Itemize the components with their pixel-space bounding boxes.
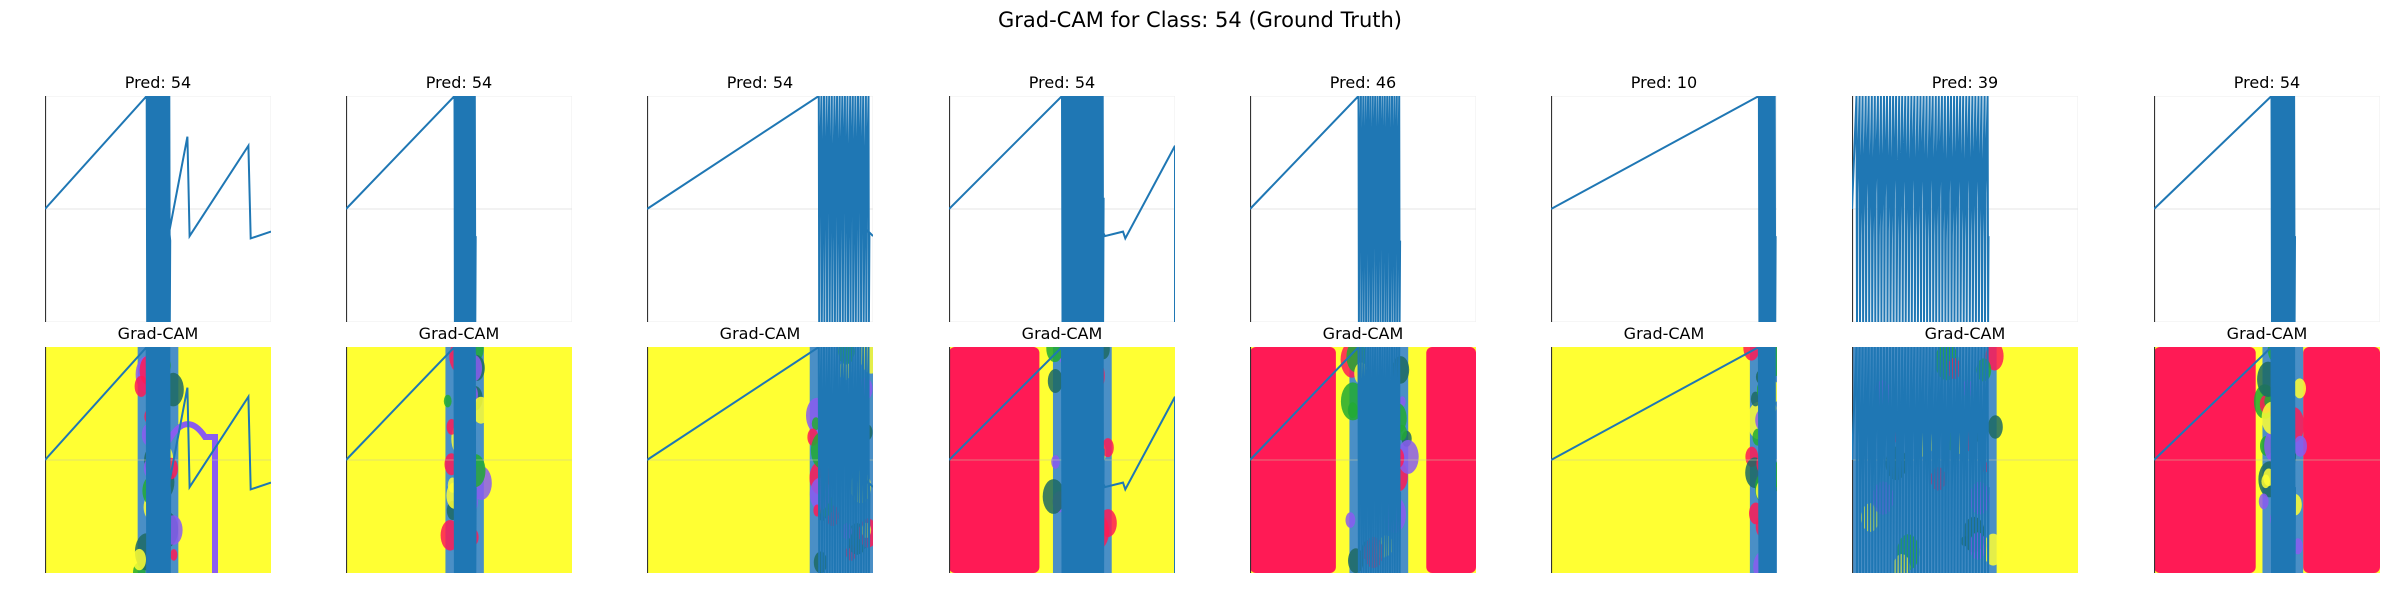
signal-trace-2: [346, 347, 477, 573]
heatmap-blob: [170, 549, 178, 561]
heatmap-blob: [1347, 402, 1358, 419]
signal-plot-2: [346, 96, 572, 322]
heatmap-title-7: Grad-CAM: [1924, 324, 2006, 343]
gradcam-heatmap-7: [1852, 347, 2078, 573]
heatmap-blob: [443, 394, 452, 408]
heatmap-blob: [134, 375, 148, 397]
gradcam-heatmap-4: [949, 347, 1175, 573]
signal-trace-1: [45, 96, 271, 322]
signal-plot-8: [2154, 96, 2380, 322]
heatmap-blob: [2258, 493, 2269, 510]
signal-trace-3: [647, 96, 873, 322]
signal-plot-3: [647, 96, 873, 322]
heatmap-blob: [472, 396, 490, 424]
signal-plot-4: [949, 96, 1175, 322]
signal-plot-1: [45, 96, 271, 322]
plot-title-5: Pred: 46: [1329, 73, 1397, 92]
gradcam-heatmap-6: [1551, 347, 1777, 573]
heatmap-blob: [1042, 479, 1065, 514]
plot-title-1: Pred: 54: [124, 73, 192, 92]
plot-title-3: Pred: 54: [726, 73, 794, 92]
signal-trace-3: [647, 347, 873, 573]
signal-plot-5: [1250, 96, 1476, 322]
signal-trace-6: [1551, 347, 1777, 573]
heatmap-title-5: Grad-CAM: [1322, 324, 1404, 343]
heatmap-blob: [1102, 438, 1114, 458]
heatmap-title-2: Grad-CAM: [418, 324, 500, 343]
signal-trace-4: [949, 347, 1175, 573]
gradcam-heatmap-5: [1250, 347, 1476, 573]
plot-title-8: Pred: 54: [2233, 73, 2301, 92]
heatmap-blob: [1983, 533, 2004, 566]
heatmap-blob: [2293, 435, 2307, 457]
heatmap-title-4: Grad-CAM: [1021, 324, 1103, 343]
heatmap-blob: [1051, 455, 1060, 469]
signal-trace-8: [2154, 347, 2296, 573]
signal-trace-6: [1551, 96, 1777, 322]
signal-trace-5: [1250, 347, 1402, 573]
heatmap-blob: [2293, 378, 2306, 399]
plot-title-6: Pred: 10: [1630, 73, 1698, 92]
heatmap-title-3: Grad-CAM: [719, 324, 801, 343]
plot-title-7: Pred: 39: [1931, 73, 1999, 92]
signal-trace-4: [949, 96, 1175, 322]
heatmap-blob: [1397, 439, 1419, 474]
signal-plot-7: [1852, 96, 2078, 322]
heatmap-blob: [1743, 347, 1760, 361]
heatmap-blob: [1345, 512, 1356, 528]
signal-trace-2: [346, 96, 477, 322]
heatmap-blob: [1750, 391, 1761, 407]
signal-trace-7: [1852, 96, 1990, 322]
gradcam-heatmap-2: [346, 347, 572, 573]
heatmap-title-8: Grad-CAM: [2226, 324, 2308, 343]
signal-trace-5: [1250, 96, 1402, 322]
heatmap-blob: [1047, 369, 1063, 393]
gradcam-heatmap-3: [647, 347, 873, 573]
plot-title-4: Pred: 54: [1028, 73, 1096, 92]
signal-plot-6: [1551, 96, 1777, 322]
signal-trace-7: [1852, 347, 1990, 573]
gradcam-heatmap-8: [2154, 347, 2380, 573]
heatmap-blob: [1988, 415, 2003, 439]
gradcam-heatmap-1: [45, 347, 271, 573]
signal-trace-1: [45, 347, 271, 573]
signal-trace-8: [2154, 96, 2296, 322]
figure-title: Grad-CAM for Class: 54 (Ground Truth): [998, 8, 1402, 32]
heatmap-title-1: Grad-CAM: [117, 324, 199, 343]
heatmap-title-6: Grad-CAM: [1623, 324, 1705, 343]
heatmap-blob: [132, 548, 146, 571]
plot-title-2: Pred: 54: [425, 73, 493, 92]
